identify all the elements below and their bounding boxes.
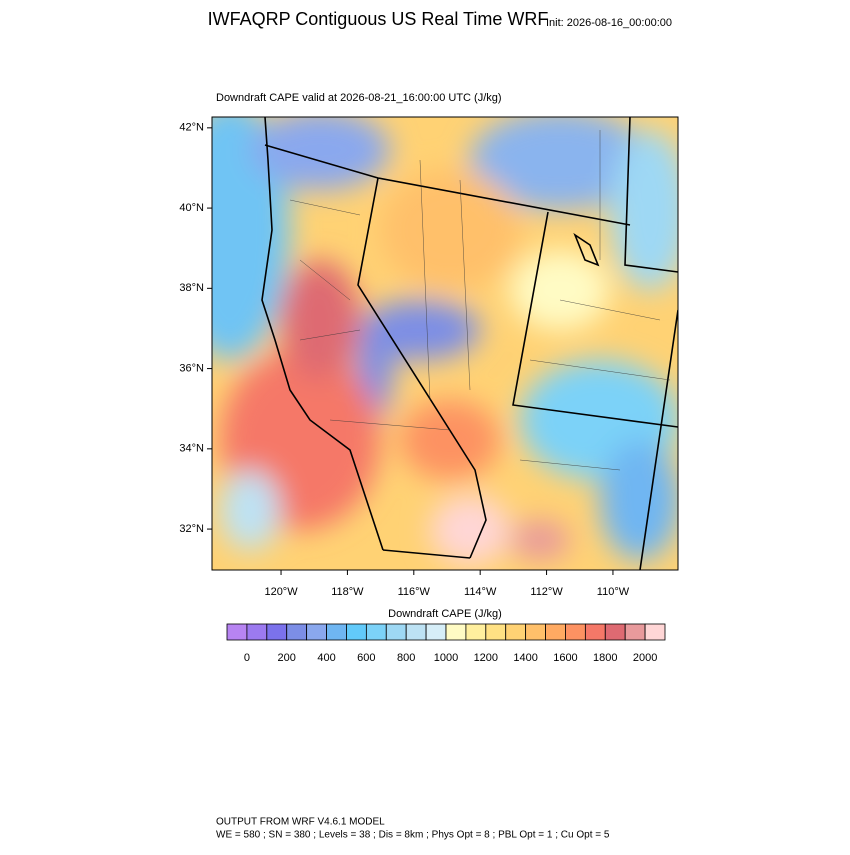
x-tick-label: 120°W <box>264 586 298 598</box>
x-tick-label: 116°W <box>398 586 431 598</box>
y-tick-label: 38°N <box>179 282 204 294</box>
map-field <box>212 117 678 570</box>
colorbar-box <box>565 623 586 641</box>
colorbar-box <box>644 623 666 641</box>
colorbar-title: Downdraft CAPE (J/kg) <box>388 608 502 620</box>
colorbar-box <box>465 623 487 641</box>
init-time: Init: 2026-08-16_00:00:00 <box>546 17 672 29</box>
colorbar-tick-label: 400 <box>317 652 335 664</box>
colorbar-tick-label: 1400 <box>513 652 537 664</box>
colorbar-tick-label: 1000 <box>434 652 458 664</box>
colorbar-tick-label: 1800 <box>593 652 617 664</box>
colorbar-box <box>286 623 308 641</box>
y-tick-label: 42°N <box>179 122 204 134</box>
x-tick-label: 112°W <box>530 586 563 598</box>
colorbar-box <box>226 623 248 641</box>
map-frame <box>211 116 679 571</box>
colorbar-box <box>604 623 626 641</box>
x-tick-label: 118°W <box>331 586 364 598</box>
colorbar-tick-label: 600 <box>357 652 375 664</box>
colorbar-box <box>545 623 566 641</box>
footer-line: WE = 580 ; SN = 380 ; Levels = 38 ; Dis … <box>216 830 610 841</box>
colorbar-tick-label: 1600 <box>553 652 577 664</box>
y-tick-label: 32°N <box>179 523 204 535</box>
subtitle: Downdraft CAPE valid at 2026-08-21_16:00… <box>216 92 502 104</box>
colorbar-tick-label: 2000 <box>633 652 657 664</box>
colorbar-box <box>485 623 507 641</box>
colorbar-box <box>385 623 407 641</box>
colorbar-box <box>246 623 268 641</box>
footer-line: OUTPUT FROM WRF V4.6.1 MODEL <box>216 817 385 828</box>
x-tick-label: 110°W <box>597 586 630 598</box>
x-tick-label: 114°W <box>464 586 497 598</box>
colorbar-tick-label: 800 <box>397 652 415 664</box>
colorbar-box <box>326 623 347 641</box>
y-tick-label: 40°N <box>179 202 204 214</box>
colorbar-box <box>584 623 606 641</box>
colorbar-box <box>266 623 288 641</box>
colorbar-box <box>365 623 387 641</box>
title: IWFAQRP Contiguous US Real Time WRF <box>208 9 549 29</box>
colorbar-box <box>445 623 467 641</box>
colorbar-box <box>505 623 527 641</box>
colorbar-box <box>525 623 546 641</box>
colorbar-tick-label: 0 <box>244 652 250 664</box>
colorbar-box <box>306 623 327 641</box>
colorbar-tick-label: 200 <box>278 652 296 664</box>
colorbar-tick-label: 1200 <box>474 652 498 664</box>
colorbar-box <box>624 623 646 641</box>
colorbar-box <box>425 623 447 641</box>
colorbar-box <box>405 623 427 641</box>
y-tick-label: 34°N <box>179 443 204 455</box>
colorbar-box <box>346 623 367 641</box>
y-tick-label: 36°N <box>179 362 204 374</box>
